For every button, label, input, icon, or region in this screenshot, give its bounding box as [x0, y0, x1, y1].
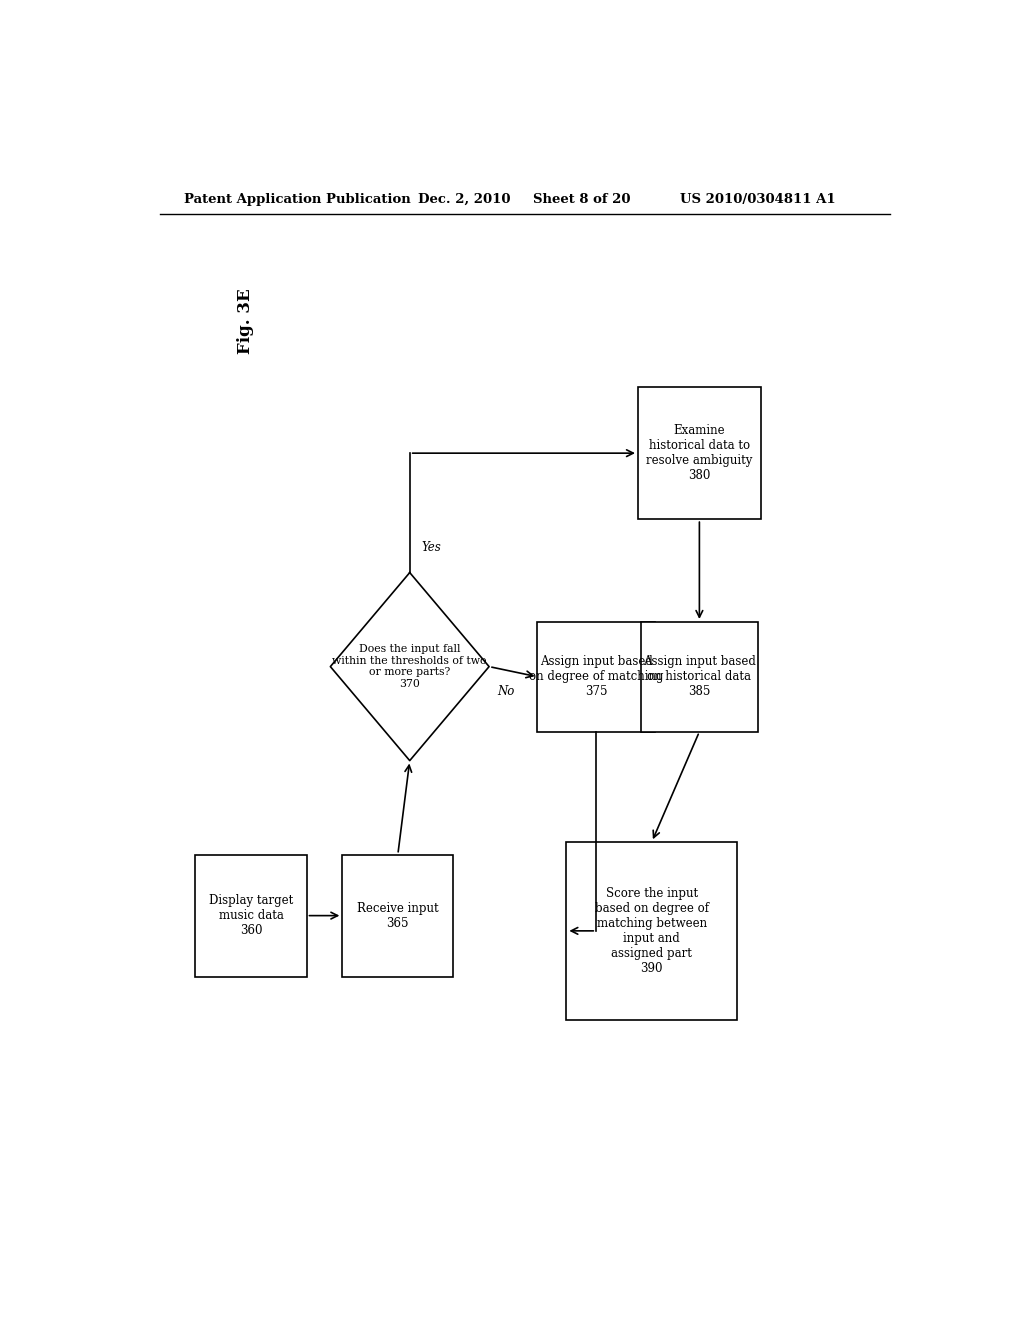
Text: Examine
historical data to
resolve ambiguity
380: Examine historical data to resolve ambig… [646, 424, 753, 482]
Text: Receive input
365: Receive input 365 [357, 902, 438, 929]
Text: Display target
music data
360: Display target music data 360 [209, 894, 293, 937]
Text: No: No [497, 685, 514, 698]
Bar [638, 387, 761, 519]
Text: Score the input
based on degree of
matching between
input and
assigned part
390: Score the input based on degree of match… [595, 887, 709, 975]
Text: Patent Application Publication: Patent Application Publication [183, 193, 411, 206]
Text: Dec. 2, 2010: Dec. 2, 2010 [418, 193, 510, 206]
Bar [566, 842, 737, 1020]
Bar [641, 622, 758, 731]
Text: Yes: Yes [422, 541, 441, 554]
Text: Does the input fall
within the thresholds of two
or more parts?
370: Does the input fall within the threshold… [333, 644, 487, 689]
Text: US 2010/0304811 A1: US 2010/0304811 A1 [680, 193, 836, 206]
Text: Assign input based
on degree of matching
375: Assign input based on degree of matching… [529, 655, 664, 698]
Text: Assign input based
on historical data
385: Assign input based on historical data 38… [643, 655, 756, 698]
Bar [196, 854, 306, 977]
Polygon shape [331, 573, 489, 760]
Bar [538, 622, 655, 731]
Text: Fig. 3E: Fig. 3E [237, 288, 254, 354]
Text: Sheet 8 of 20: Sheet 8 of 20 [532, 193, 630, 206]
Bar [342, 854, 454, 977]
